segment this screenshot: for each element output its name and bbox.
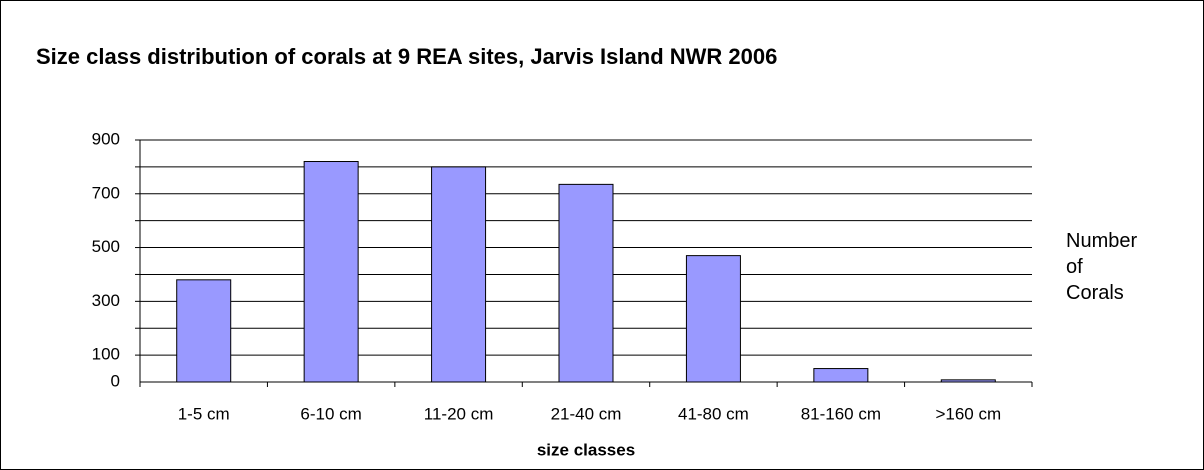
bar — [431, 166, 487, 383]
x-axis-label: size classes — [537, 440, 635, 459]
x-tick-label: 21-40 cm — [551, 404, 622, 423]
y-tick-label: 0 — [111, 371, 120, 390]
x-tick-label: 81-160 cm — [801, 404, 881, 423]
bar — [176, 279, 232, 383]
bar — [558, 183, 614, 383]
y-tick-label: 900 — [92, 129, 120, 148]
chart-title: Size class distribution of corals at 9 R… — [36, 44, 777, 69]
x-tick-label: >160 cm — [935, 404, 1001, 423]
y-tick-label: 500 — [92, 237, 120, 256]
x-tick-label: 11-20 cm — [424, 404, 494, 423]
bar — [813, 368, 869, 383]
y-tick-label: 300 — [92, 291, 120, 310]
x-tick-label: 41-80 cm — [678, 404, 749, 423]
bar — [303, 161, 359, 383]
bar — [940, 379, 996, 383]
y-axis-label: Number of Corals — [1066, 230, 1138, 304]
x-tick-label: 6-10 cm — [300, 404, 361, 423]
x-tick-label: 1-5 cm — [178, 404, 230, 423]
y-tick-label: 100 — [92, 345, 120, 364]
y-tick-label: 700 — [92, 183, 120, 202]
bar — [685, 255, 741, 383]
